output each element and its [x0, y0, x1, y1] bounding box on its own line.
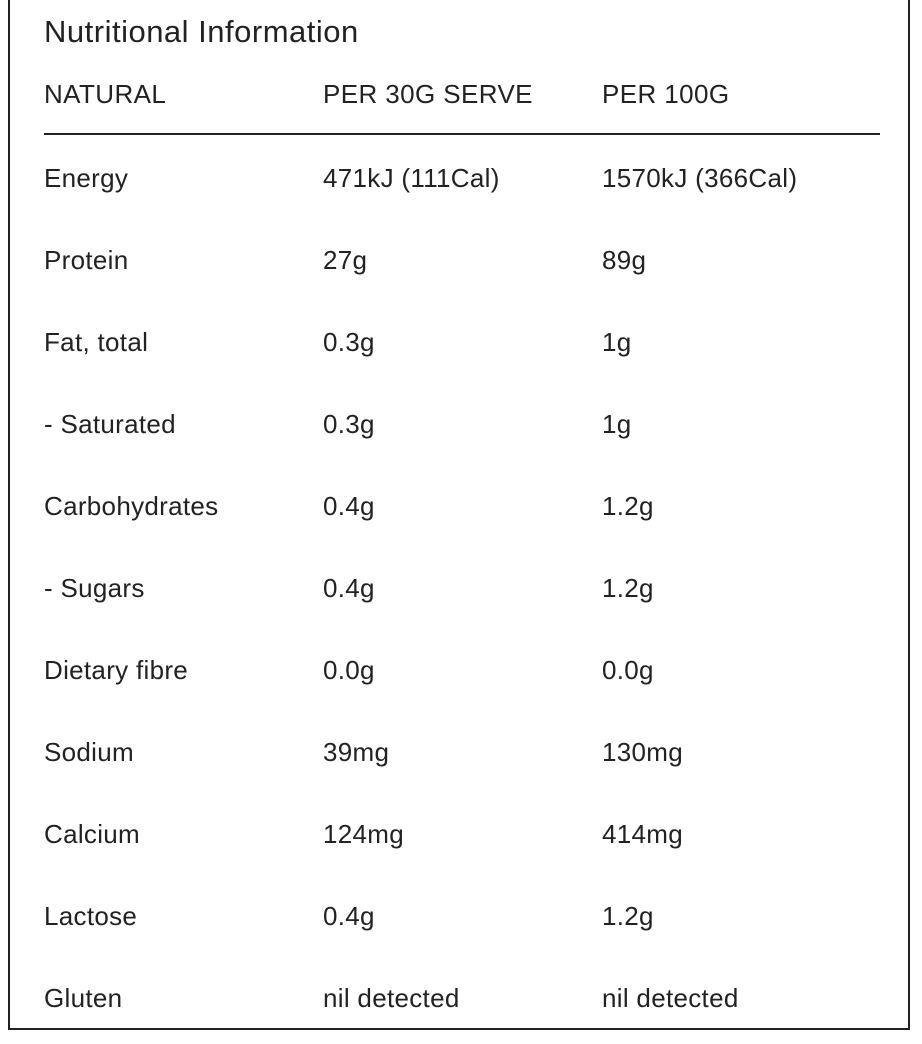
per-serve-value: 0.3g	[323, 409, 375, 439]
per-100g-value: 1g	[602, 409, 632, 439]
table-row: Protein 27g 89g	[44, 218, 880, 300]
nutrition-table-body: Energy 471kJ (111Cal) 1570kJ (366Cal) Pr…	[44, 136, 880, 1038]
per-serve-value: 39mg	[323, 737, 390, 767]
table-row: Sodium 39mg 130mg	[44, 710, 880, 792]
header-label: NATURAL	[44, 79, 167, 109]
nutrient-label: Sodium	[44, 737, 134, 767]
nutrient-label: Carbohydrates	[44, 491, 219, 521]
panel-title: Nutritional Information	[44, 14, 359, 49]
per-serve-value: nil detected	[323, 983, 460, 1013]
nutrient-label: Dietary fibre	[44, 655, 189, 685]
nutrient-label: Energy	[44, 163, 129, 193]
per-serve-value: 0.3g	[323, 327, 375, 357]
per-100g-value: nil detected	[602, 983, 739, 1013]
nutrient-label: - Sugars	[44, 573, 145, 603]
per-serve-value: 0.4g	[323, 573, 375, 603]
header-per-100g: PER 100G	[602, 79, 730, 109]
nutrient-label: Fat, total	[44, 327, 149, 357]
per-serve-value: 124mg	[323, 819, 404, 849]
per-100g-value: 1.2g	[602, 573, 654, 603]
table-row: Energy 471kJ (111Cal) 1570kJ (366Cal)	[44, 136, 880, 218]
per-100g-value: 1.2g	[602, 491, 654, 521]
per-100g-value: 130mg	[602, 737, 683, 767]
table-row: Dietary fibre 0.0g 0.0g	[44, 628, 880, 710]
header-per-serve: PER 30G SERVE	[323, 79, 533, 109]
nutrient-label: Calcium	[44, 819, 141, 849]
per-100g-value: 1.2g	[602, 901, 654, 931]
per-100g-value: 89g	[602, 245, 647, 275]
table-row: - Sugars 0.4g 1.2g	[44, 546, 880, 628]
table-row: Gluten nil detected nil detected	[44, 956, 880, 1038]
per-serve-value: 471kJ (111Cal)	[323, 163, 500, 193]
per-100g-value: 414mg	[602, 819, 683, 849]
nutrient-label: Gluten	[44, 983, 123, 1013]
table-row: Fat, total 0.3g 1g	[44, 300, 880, 382]
table-row: Lactose 0.4g 1.2g	[44, 874, 880, 956]
per-serve-value: 0.4g	[323, 491, 375, 521]
table-row: Calcium 124mg 414mg	[44, 792, 880, 874]
nutrient-label: Lactose	[44, 901, 138, 931]
nutrient-label: - Saturated	[44, 409, 176, 439]
nutrition-panel: Nutritional Information NATURAL PER 30G …	[8, 0, 910, 1030]
per-serve-value: 0.4g	[323, 901, 375, 931]
per-serve-value: 0.0g	[323, 655, 375, 685]
per-100g-value: 1570kJ (366Cal)	[602, 163, 798, 193]
header-divider	[44, 133, 880, 135]
table-header: NATURAL PER 30G SERVE PER 100G	[44, 76, 880, 112]
table-row: - Saturated 0.3g 1g	[44, 382, 880, 464]
nutrient-label: Protein	[44, 245, 129, 275]
per-100g-value: 1g	[602, 327, 632, 357]
table-row: Carbohydrates 0.4g 1.2g	[44, 464, 880, 546]
per-serve-value: 27g	[323, 245, 368, 275]
per-100g-value: 0.0g	[602, 655, 654, 685]
